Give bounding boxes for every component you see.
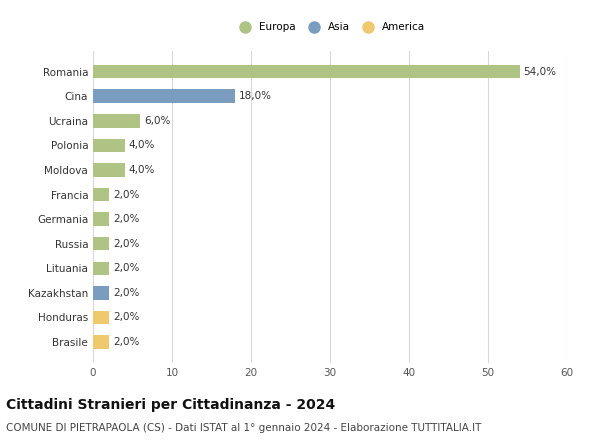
Bar — [93, 188, 109, 201]
Text: Cittadini Stranieri per Cittadinanza - 2024: Cittadini Stranieri per Cittadinanza - 2… — [6, 398, 335, 412]
Text: 2,0%: 2,0% — [113, 238, 139, 249]
Bar — [93, 163, 125, 177]
Bar — [93, 237, 109, 250]
Bar — [93, 114, 140, 128]
Text: 2,0%: 2,0% — [113, 337, 139, 347]
Text: 2,0%: 2,0% — [113, 312, 139, 323]
Text: 2,0%: 2,0% — [113, 190, 139, 199]
Bar — [93, 89, 235, 103]
Bar — [93, 139, 125, 152]
Text: 18,0%: 18,0% — [239, 91, 272, 101]
Legend: Europa, Asia, America: Europa, Asia, America — [230, 18, 430, 37]
Bar — [93, 65, 520, 78]
Bar — [93, 335, 109, 349]
Text: 2,0%: 2,0% — [113, 288, 139, 298]
Text: 54,0%: 54,0% — [524, 66, 557, 77]
Bar — [93, 311, 109, 324]
Bar — [93, 286, 109, 300]
Text: COMUNE DI PIETRAPAOLA (CS) - Dati ISTAT al 1° gennaio 2024 - Elaborazione TUTTIT: COMUNE DI PIETRAPAOLA (CS) - Dati ISTAT … — [6, 423, 481, 433]
Text: 2,0%: 2,0% — [113, 263, 139, 273]
Text: 4,0%: 4,0% — [128, 165, 155, 175]
Bar — [93, 213, 109, 226]
Text: 4,0%: 4,0% — [128, 140, 155, 150]
Bar — [93, 261, 109, 275]
Text: 2,0%: 2,0% — [113, 214, 139, 224]
Text: 6,0%: 6,0% — [145, 116, 171, 126]
